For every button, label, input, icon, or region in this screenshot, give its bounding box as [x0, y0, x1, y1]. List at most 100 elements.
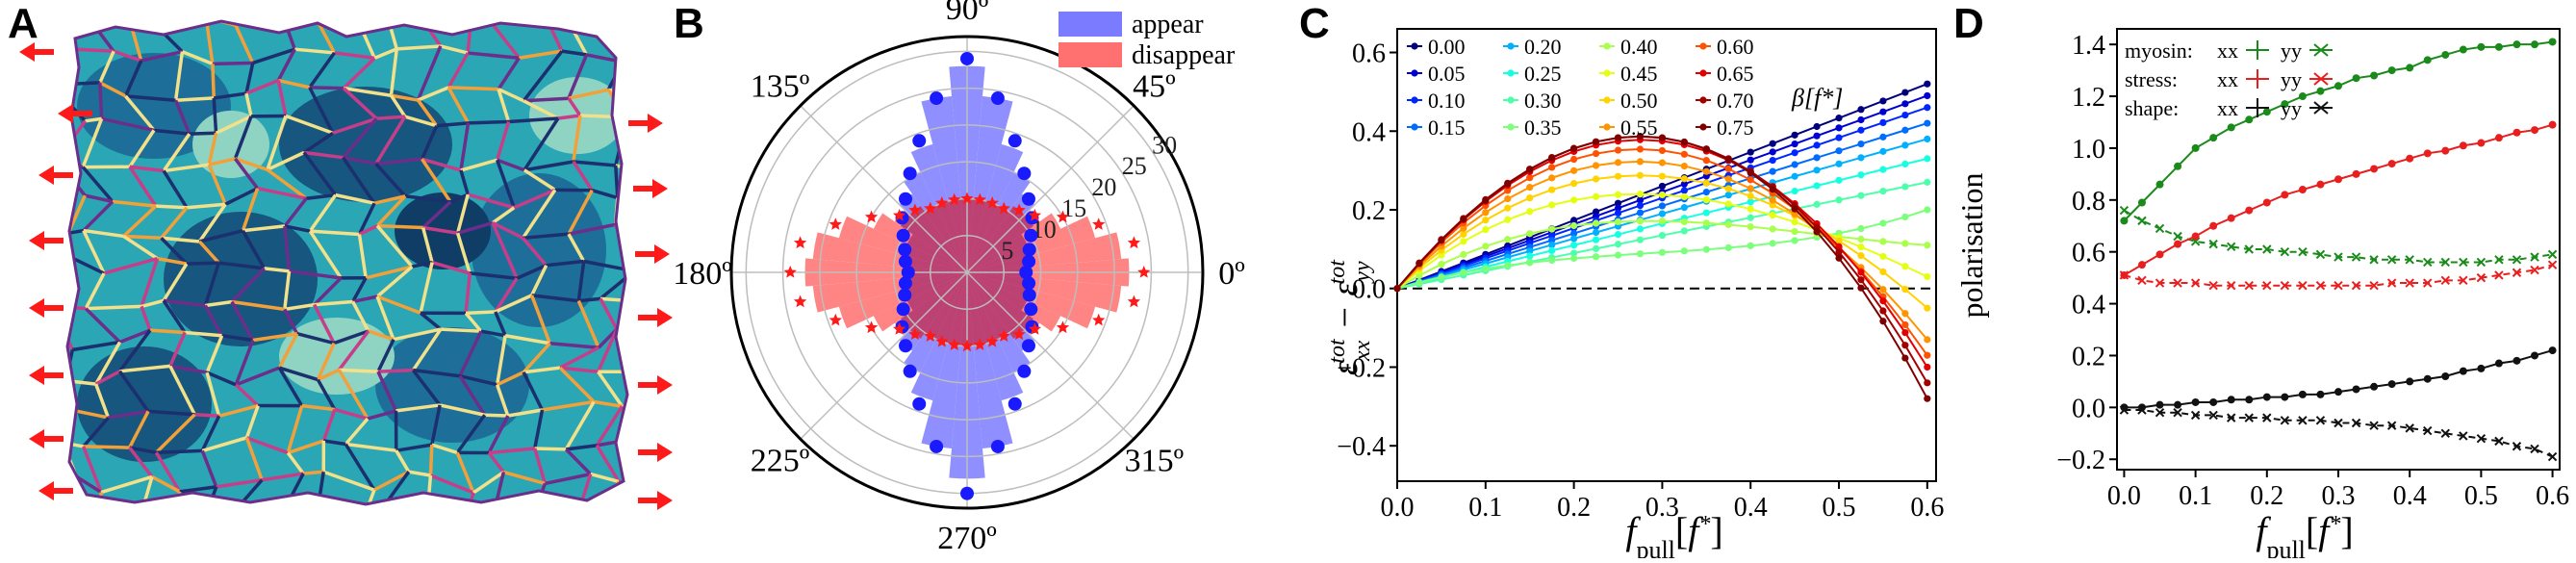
legend-swatch-disappear [1058, 42, 1122, 67]
strain-point [1792, 149, 1798, 156]
polarisation-point [2549, 346, 2557, 354]
polarisation-line [2124, 265, 2552, 286]
cell-edge [624, 54, 660, 63]
cell-edge [430, 445, 431, 475]
polarisation-point [2228, 215, 2235, 222]
left-arrow-head [58, 104, 73, 123]
strain-point [1570, 222, 1577, 229]
appear-point [1024, 229, 1037, 243]
polarisation-point [2334, 82, 2342, 90]
strain-point [1747, 223, 1754, 230]
y-tick-label: −0.2 [2056, 446, 2105, 475]
strain-point [1659, 160, 1666, 166]
strain-point [1526, 194, 1533, 201]
appear-point [898, 243, 911, 256]
panel-a: A [0, 0, 674, 558]
appear-point [1017, 365, 1031, 378]
legend-marker [1507, 123, 1514, 130]
strain-point [1857, 192, 1864, 199]
cell-edge [141, 514, 176, 522]
strain-point [1570, 156, 1577, 163]
appear-point [904, 365, 917, 378]
panel-b-label: B [674, 0, 704, 48]
legend-yy-label: yy [2281, 38, 2302, 63]
cell-edge [232, 514, 277, 524]
polarisation-point [2334, 175, 2342, 183]
strain-point [1526, 166, 1533, 173]
strain-point [1637, 145, 1644, 152]
strain-point [1725, 192, 1732, 198]
y-tick-label: 1.2 [2072, 83, 2105, 113]
strain-point [1879, 166, 1886, 173]
x-tick-label: 0.4 [1734, 493, 1768, 523]
strain-point [1659, 202, 1666, 209]
appear-point [898, 289, 911, 302]
right-arrow-head [652, 179, 668, 198]
disappear-point [794, 236, 806, 248]
polarisation-point [2424, 56, 2432, 64]
appear-point [1017, 166, 1031, 180]
strain-point [1901, 321, 1908, 328]
cell-edge [65, 381, 66, 410]
polarisation-point [2209, 134, 2217, 141]
angle-label: 270º [937, 521, 997, 556]
strain-point [1548, 201, 1555, 208]
y-tick-label: 0.6 [1352, 39, 1386, 69]
cell-edge [528, 507, 579, 526]
polarisation-point [2156, 181, 2164, 189]
strain-point [1813, 166, 1820, 173]
plot-frame [1397, 29, 1936, 481]
polarisation-point [2477, 43, 2485, 51]
strain-point [1548, 174, 1555, 181]
strain-point [1813, 228, 1820, 235]
legend-marker [1411, 123, 1417, 130]
cell-edge [610, 14, 635, 30]
strain-point [1813, 123, 1820, 130]
strain-point [1924, 396, 1930, 402]
polarisation-point [2477, 140, 2485, 147]
cell-edge [47, 519, 99, 522]
polarisation-point [2549, 38, 2557, 45]
strain-point [1770, 141, 1776, 147]
strain-point [1747, 243, 1754, 249]
cell-edge [84, 447, 130, 448]
polarisation-point [2228, 123, 2235, 131]
strain-y-label: εxxtot − εyytot [1325, 259, 1375, 375]
angle-label: 90º [946, 0, 989, 27]
strain-point [1659, 210, 1666, 217]
strain-point [1659, 192, 1666, 198]
strain-point [1901, 286, 1908, 293]
disappear-point [829, 314, 842, 326]
strain-point [1438, 237, 1444, 243]
strain-point [1857, 154, 1864, 161]
polarisation-point [2263, 394, 2271, 401]
appear-point [991, 440, 1005, 453]
strain-point [1659, 232, 1666, 239]
strain-point [1770, 212, 1776, 218]
polarisation-point [2334, 388, 2342, 396]
strain-point [1681, 193, 1688, 200]
strain-point [1792, 218, 1798, 225]
cell-edge [156, 450, 202, 452]
legend-label: 0.30 [1524, 89, 1562, 113]
cell-edge [310, 88, 344, 89]
legend-xx-label: xx [2217, 96, 2238, 120]
legend-marker [1699, 123, 1706, 130]
cell-edge [544, 13, 568, 20]
polarisation-line [2124, 41, 2552, 220]
strain-point [1901, 214, 1908, 220]
strain-point [1879, 97, 1886, 104]
x-tick-label: 0.1 [1468, 493, 1502, 523]
strain-point [1460, 216, 1467, 222]
legend-marker [1699, 69, 1706, 76]
polarisation-line [2124, 125, 2552, 275]
strain-point [1593, 139, 1599, 145]
appear-point [1023, 243, 1036, 256]
cell-edge [469, 122, 509, 123]
angle-label: 180º [674, 256, 732, 292]
legend-marker [1603, 96, 1610, 103]
legend-label: 0.50 [1620, 89, 1658, 113]
strain-point [1526, 252, 1533, 259]
disappear-point [1057, 320, 1069, 333]
